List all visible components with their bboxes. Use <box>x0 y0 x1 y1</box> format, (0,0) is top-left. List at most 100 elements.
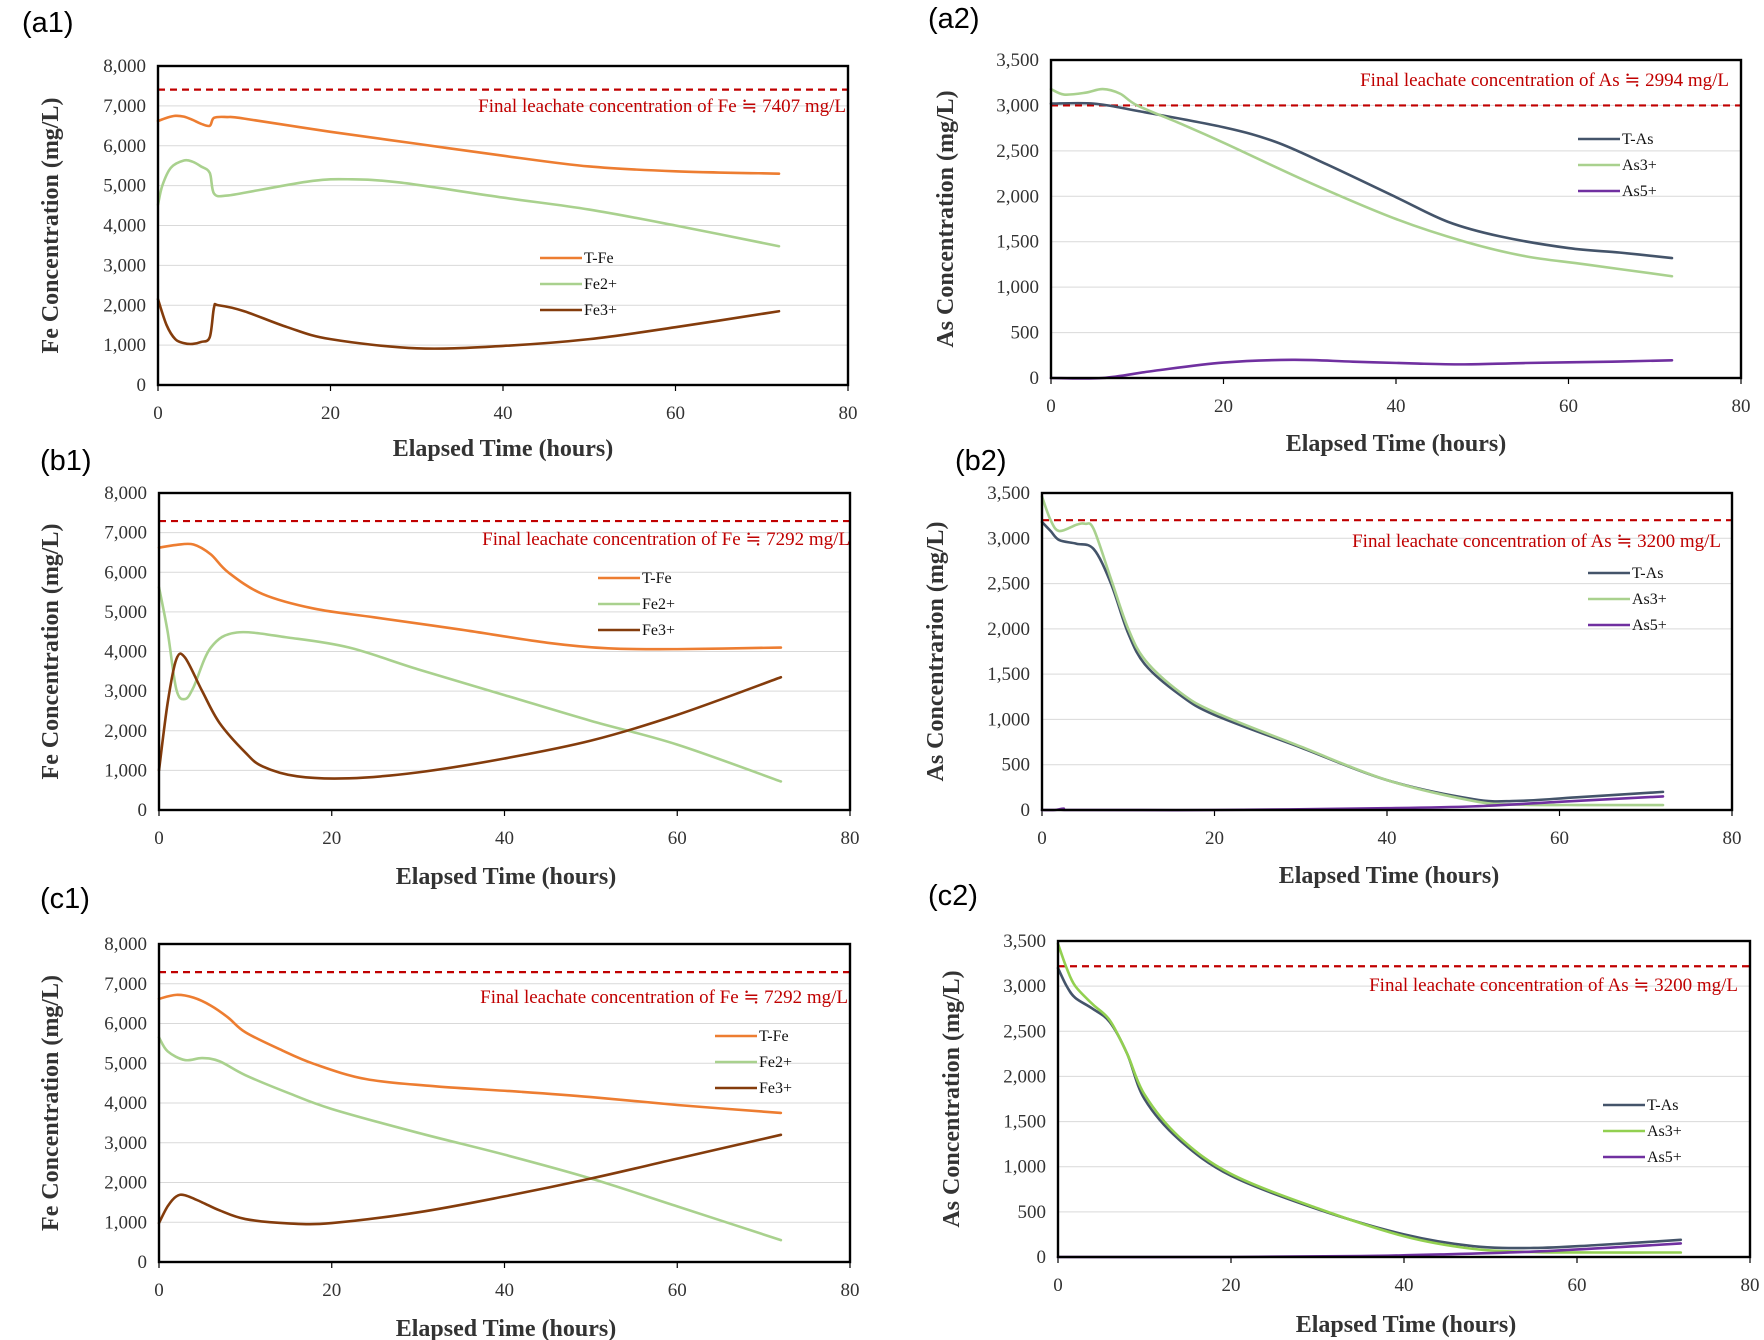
y-tick-label: 3,000 <box>103 255 146 276</box>
legend: T-Fe Fe2+ Fe3+ <box>598 570 675 639</box>
y-tick-label: 0 <box>138 1252 148 1273</box>
y-tick-label: 0 <box>138 800 148 821</box>
x-tick-label: 20 <box>1214 396 1233 417</box>
y-tick-label: 8,000 <box>104 934 147 955</box>
y-tick-label: 3,500 <box>987 483 1030 504</box>
y-tick-label: 500 <box>1011 323 1040 344</box>
x-axis-title: Elapsed Time (hours) <box>1286 431 1507 457</box>
y-axis-title: As Concentrarion (mg/L) <box>923 522 949 782</box>
x-axis-title: Elapsed Time (hours) <box>396 864 617 890</box>
y-tick-label: 3,500 <box>996 50 1039 71</box>
plot-area-border <box>157 491 852 812</box>
series-line-fe2- <box>156 158 781 248</box>
y-tick-label: 500 <box>1018 1202 1047 1223</box>
x-tick-label: 80 <box>1741 1275 1760 1296</box>
x-tick-label: 60 <box>1550 828 1569 849</box>
plot-area-border <box>157 942 852 1264</box>
panel-label-a2: (a2) <box>928 3 980 35</box>
x-tick-label: 40 <box>1378 828 1397 849</box>
legend-entry: As5+ <box>1647 1149 1682 1166</box>
series-line-fe3- <box>157 1133 783 1226</box>
y-tick-label: 2,000 <box>104 1173 147 1194</box>
y-tick-label: 1,000 <box>996 277 1039 298</box>
x-tick-label: 40 <box>495 828 514 849</box>
x-tick-label: 80 <box>841 1280 860 1301</box>
x-tick-label: 60 <box>668 828 687 849</box>
y-tick-label: 1,500 <box>987 664 1030 685</box>
y-tick-label: 5,000 <box>103 176 146 197</box>
legend-entry: As5+ <box>1632 617 1667 634</box>
panel-label-c1: (c1) <box>40 883 90 915</box>
y-tick-label: 2,500 <box>996 141 1039 162</box>
legend-entry: Fe2+ <box>642 596 675 613</box>
legend-entry: As3+ <box>1632 591 1667 608</box>
reference-line-label: Final leachate concentration of Fe ≒ 740… <box>478 96 846 117</box>
x-tick-label: 40 <box>1387 396 1406 417</box>
x-tick-label: 20 <box>321 403 340 424</box>
series-line-fe3- <box>156 297 781 350</box>
x-tick-label: 20 <box>1205 828 1224 849</box>
y-tick-label: 7,000 <box>104 523 147 544</box>
series-line-t-as <box>1049 101 1674 260</box>
y-tick-label: 7,000 <box>104 974 147 995</box>
reference-line-label: Final leachate concentration of As ≒ 320… <box>1352 531 1721 552</box>
y-tick-label: 2,500 <box>1003 1021 1046 1042</box>
y-axis-title: Fe Concentration (mg/L) <box>38 975 64 1231</box>
y-tick-label: 8,000 <box>103 56 146 77</box>
x-tick-label: 0 <box>153 403 163 424</box>
legend-entry: T-Fe <box>642 570 672 587</box>
plot-area-border <box>1049 58 1743 380</box>
legend: T-Fe Fe2+ Fe3+ <box>715 1028 792 1097</box>
y-tick-label: 3,000 <box>104 681 147 702</box>
y-axis-title: As Concentration (mg/L) <box>933 90 959 347</box>
legend-entry: T-As <box>1647 1097 1678 1114</box>
x-axis-title: Elapsed Time (hours) <box>1279 863 1500 889</box>
y-tick-label: 8,000 <box>104 483 147 504</box>
series-line-t-fe <box>156 114 781 175</box>
x-tick-label: 20 <box>1222 1275 1241 1296</box>
y-tick-label: 2,000 <box>103 295 146 316</box>
x-tick-label: 40 <box>1395 1275 1414 1296</box>
x-tick-label: 20 <box>322 1280 341 1301</box>
chart-panel-b1: (b1) 0 1,000 2,000 3,000 4,000 5,000 6,000 7,000… <box>38 445 860 890</box>
x-axis-title: Elapsed Time (hours) <box>393 436 614 462</box>
x-tick-label: 0 <box>1053 1275 1063 1296</box>
x-axis-title: Elapsed Time (hours) <box>396 1316 617 1340</box>
y-tick-label: 4,000 <box>103 216 146 237</box>
y-tick-label: 0 <box>1021 800 1031 821</box>
y-axis-title: Fe Concentration (mg/L) <box>38 524 64 780</box>
series-line-t-fe <box>157 542 783 651</box>
series-line-as5- <box>1049 358 1674 380</box>
y-tick-label: 3,500 <box>1003 931 1046 952</box>
y-tick-label: 6,000 <box>104 1014 147 1035</box>
x-tick-label: 40 <box>495 1280 514 1301</box>
x-tick-label: 80 <box>1732 396 1751 417</box>
panel-label-a1: (a1) <box>22 7 74 39</box>
y-tick-label: 1,000 <box>1003 1157 1046 1178</box>
legend-entry: As3+ <box>1622 157 1657 174</box>
y-tick-label: 3,000 <box>104 1133 147 1154</box>
y-tick-label: 5,000 <box>104 1053 147 1074</box>
plot-area-border <box>1056 939 1752 1259</box>
y-tick-label: 2,000 <box>996 186 1039 207</box>
y-tick-label: 2,000 <box>104 721 147 742</box>
y-tick-label: 2,000 <box>987 619 1030 640</box>
x-tick-label: 60 <box>1568 1275 1587 1296</box>
reference-line-label: Final leachate concentration of As ≒ 299… <box>1360 70 1729 91</box>
y-tick-label: 1,500 <box>996 232 1039 253</box>
y-tick-label: 1,000 <box>103 335 146 356</box>
chart-panel-c2: (c2) 0 500 1,000 1,500 2,000 2,500 3,000 3,500 0 2… <box>928 880 1760 1338</box>
legend: T-As As3+ As5+ <box>1578 131 1657 200</box>
legend-entry: Fe3+ <box>759 1080 792 1097</box>
series-line-as3- <box>1049 87 1674 278</box>
chart-panel-b2: (b2) 0 500 1,000 1,500 2,000 2,500 3,000 3,500 0 2… <box>923 445 1742 889</box>
x-tick-label: 60 <box>668 1280 687 1301</box>
y-tick-label: 6,000 <box>103 136 146 157</box>
reference-line-label: Final leachate concentration of As ≒ 320… <box>1369 975 1738 996</box>
y-tick-label: 0 <box>137 375 147 396</box>
x-tick-label: 80 <box>841 828 860 849</box>
y-tick-label: 1,000 <box>987 709 1030 730</box>
panel-label-b2: (b2) <box>955 445 1007 477</box>
plot-area-border <box>156 64 850 387</box>
chart-panel-a2: (a2) 0 500 1,000 1,500 2,000 2,500 3,000 3,500 0 2… <box>928 3 1751 457</box>
